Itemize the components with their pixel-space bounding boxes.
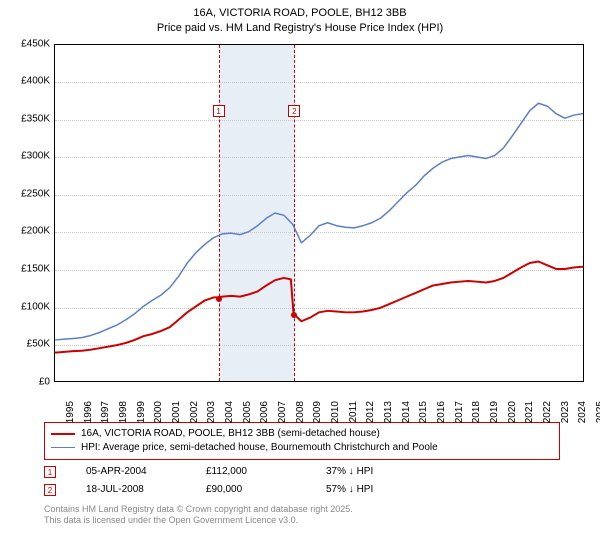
x-tick-label: 2017 <box>454 401 465 423</box>
sale-delta: 37% ↓ HPI <box>326 466 416 477</box>
plot-area: 12 <box>54 44 584 382</box>
sale-price: £112,000 <box>206 466 296 477</box>
legend-swatch <box>51 433 75 435</box>
y-tick-label: £300K <box>10 151 50 162</box>
chart-container: 12 £0 £50K £100K £150K £200K £250K £300K £350K £… <box>10 38 590 418</box>
legend: 16A, VICTORIA ROAD, POOLE, BH12 3BB (sem… <box>44 422 560 460</box>
sale-date: 05-APR-2004 <box>86 466 176 477</box>
chart-title-block: 16A, VICTORIA ROAD, POOLE, BH12 3BB Pric… <box>0 0 600 38</box>
y-tick-label: £250K <box>10 188 50 199</box>
sales-rows: 1 05-APR-2004 £112,000 37% ↓ HPI 2 18-JUL-200… <box>0 466 600 496</box>
x-tick-label: 2002 <box>189 401 200 423</box>
x-tick-label: 2022 <box>542 401 553 423</box>
legend-label: 16A, VICTORIA ROAD, POOLE, BH12 3BB (sem… <box>81 427 380 441</box>
sale-price: £90,000 <box>206 484 296 495</box>
x-tick-label: 1995 <box>65 401 76 423</box>
x-tick-label: 2025 <box>595 401 600 423</box>
x-tick-label: 2011 <box>347 401 358 423</box>
x-tick-label: 2003 <box>206 401 217 423</box>
sale-marker-inline: 1 <box>44 466 56 478</box>
y-tick-label: £350K <box>10 113 50 124</box>
series-hpi <box>56 103 583 340</box>
series-svg <box>55 45 583 381</box>
y-tick-label: £100K <box>10 301 50 312</box>
y-tick-label: £50K <box>10 339 50 350</box>
x-tick-label: 2015 <box>418 401 429 423</box>
legend-swatch <box>51 447 75 448</box>
y-tick-label: £0 <box>10 376 50 387</box>
x-tick-label: 1998 <box>118 401 129 423</box>
footer-line-2: This data is licensed under the Open Gov… <box>44 515 560 527</box>
title-line-1: 16A, VICTORIA ROAD, POOLE, BH12 3BB <box>10 6 590 21</box>
sale-row: 1 05-APR-2004 £112,000 37% ↓ HPI <box>44 466 560 478</box>
x-tick-label: 2021 <box>524 401 535 423</box>
x-tick-label: 1997 <box>100 401 111 423</box>
sale-date: 18-JUL-2008 <box>86 484 176 495</box>
legend-row: 16A, VICTORIA ROAD, POOLE, BH12 3BB (sem… <box>51 427 553 441</box>
sale-delta: 57% ↓ HPI <box>326 484 416 495</box>
sale-point <box>291 312 297 318</box>
legend-label: HPI: Average price, semi-detached house,… <box>81 441 438 455</box>
x-tick-label: 2013 <box>383 401 394 423</box>
x-tick-label: 1996 <box>83 401 94 423</box>
x-tick-label: 2019 <box>489 401 500 423</box>
x-tick-label: 2012 <box>365 401 376 423</box>
x-tick-label: 2005 <box>242 401 253 423</box>
x-tick-label: 2008 <box>295 401 306 423</box>
x-tick-label: 2018 <box>471 401 482 423</box>
legend-row: HPI: Average price, semi-detached house,… <box>51 441 553 455</box>
x-tick-label: 2009 <box>312 401 323 423</box>
x-tick-label: 2006 <box>259 401 270 423</box>
x-tick-label: 2023 <box>560 401 571 423</box>
sale-point <box>216 296 222 302</box>
y-tick-label: £200K <box>10 226 50 237</box>
x-tick-label: 2020 <box>507 401 518 423</box>
x-tick-label: 2024 <box>577 401 588 423</box>
x-tick-label: 1999 <box>136 401 147 423</box>
x-tick-label: 2004 <box>224 401 235 423</box>
title-line-2: Price paid vs. HM Land Registry's House … <box>10 21 590 36</box>
x-tick-label: 2010 <box>330 401 341 423</box>
x-tick-label: 2014 <box>401 401 412 423</box>
footer: Contains HM Land Registry data © Crown c… <box>44 504 560 527</box>
x-tick-label: 2001 <box>171 401 182 423</box>
sale-row: 2 18-JUL-2008 £90,000 57% ↓ HPI <box>44 484 560 496</box>
sale-marker-inline: 2 <box>44 484 56 496</box>
x-tick-label: 2007 <box>277 401 288 423</box>
y-tick-label: £150K <box>10 264 50 275</box>
series-price_paid <box>56 261 583 352</box>
y-tick-label: £400K <box>10 76 50 87</box>
x-tick-label: 2000 <box>153 401 164 423</box>
y-tick-label: £450K <box>10 38 50 49</box>
x-tick-label: 2016 <box>436 401 447 423</box>
footer-line-1: Contains HM Land Registry data © Crown c… <box>44 504 560 516</box>
